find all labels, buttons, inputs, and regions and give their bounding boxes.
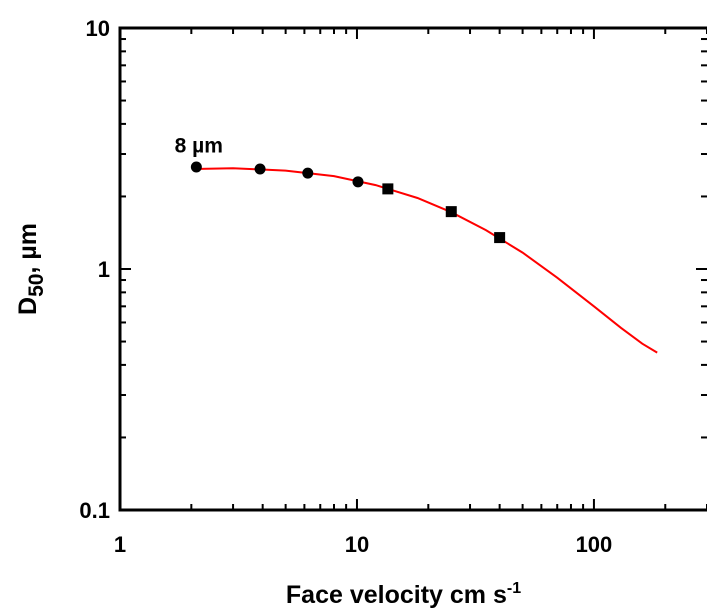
- y-axis-title-main: D: [14, 297, 42, 315]
- y-tick-label: 1: [98, 257, 110, 282]
- square-data-point: [445, 206, 457, 218]
- x-axis-title-sup: -1: [507, 580, 521, 597]
- x-axis-title: Face velocity cm s-1: [286, 580, 521, 609]
- annotations: 8 µm: [175, 134, 223, 157]
- x-tick-label: 10: [345, 532, 369, 557]
- x-tick-label: 100: [576, 532, 613, 557]
- plot-frame: [118, 26, 707, 512]
- y-axis-title: D50, µm: [14, 223, 48, 315]
- square-data-point: [382, 183, 394, 195]
- axis-ticks: [119, 27, 707, 511]
- y-axis-title-rest: , µm: [14, 223, 42, 274]
- square-data-point: [494, 232, 506, 244]
- circle-data-point: [190, 161, 202, 173]
- series-layer: [190, 161, 658, 354]
- x-tick-label: 1: [114, 532, 126, 557]
- y-axis-title-sub: 50: [25, 274, 48, 297]
- circle-data-point: [302, 167, 314, 179]
- annotation-label: 8 µm: [175, 134, 223, 157]
- circle-data-point: [352, 176, 364, 188]
- circle-data-point: [254, 163, 266, 175]
- y-tick-label: 10: [86, 16, 110, 41]
- x-axis-title-main: Face velocity cm s: [286, 581, 507, 609]
- y-tick-label: 0.1: [79, 498, 110, 523]
- fit-curve: [193, 167, 658, 354]
